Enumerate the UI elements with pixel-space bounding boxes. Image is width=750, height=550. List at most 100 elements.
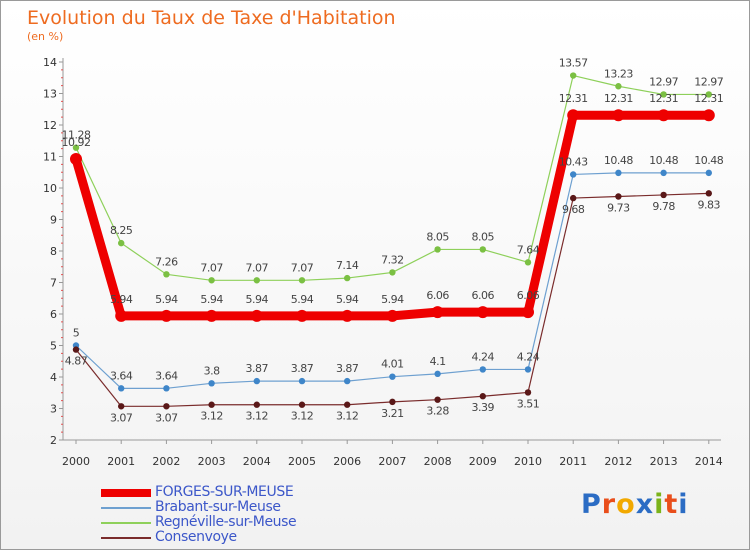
y-tick-label: 13 [43,88,57,101]
data-label-0: 5.94 [291,293,314,306]
data-label-3: 3.12 [200,410,223,423]
logo-letter: t [664,489,679,520]
data-label-2: 12.97 [694,75,723,88]
data-label-0: 5.94 [110,293,133,306]
series-point-1 [570,171,577,178]
data-label-1: 10.48 [649,154,678,167]
data-label-1: 4.24 [517,350,540,363]
series-point-1 [705,169,712,177]
series-point-3 [660,191,667,199]
series-point-2 [298,277,306,284]
logo-letter: r [601,489,617,520]
series-point-3 [479,393,486,400]
series-point-0 [612,109,625,122]
logo-letter: i [654,489,665,520]
y-tick-label: 11 [43,151,57,164]
series-point-2 [479,246,486,253]
x-tick-label: 2014 [695,455,723,468]
series-point-3 [344,401,351,408]
x-tick-label: 2003 [198,455,226,468]
series-point-1 [163,385,170,392]
data-label-0: 12.31 [694,92,723,105]
data-label-3: 4.87 [65,355,88,368]
series-point-2 [705,91,712,98]
series-point-1 [479,366,486,373]
series-point-1 [344,377,351,385]
series-point-2 [389,269,396,276]
series-point-1 [118,385,125,392]
series-point-3 [615,193,622,200]
data-label-0: 6.06 [472,289,495,302]
y-tick-label: 4 [50,371,57,384]
data-label-1: 10.43 [559,155,588,168]
legend-swatch [101,489,151,497]
data-label-2: 8.05 [426,230,449,243]
data-label-2: 7.26 [155,255,178,268]
legend-label: FORGES-SUR-MEUSE [155,484,294,500]
x-tick-label: 2013 [650,455,678,468]
data-label-1: 3.87 [291,362,314,375]
chart-axes: 2 3 4 5 6 7 8 9 10 11 12 13 14 2000 2001 2002 2003 2004 20… [43,56,723,468]
series-line-0 [71,110,714,321]
unit-label: (en %) [27,30,64,43]
data-label-1: 4.1 [430,355,446,368]
series-point-0 [70,153,82,166]
x-tick-label: 2000 [62,455,90,468]
data-label-2: 8.05 [472,230,495,243]
data-label-1: 10.48 [694,154,723,167]
data-label-3: 9.78 [652,200,675,213]
x-tick-label: 2012 [604,455,632,468]
data-label-2: 8.25 [110,224,133,237]
y-tick-label: 12 [43,119,57,132]
series-point-0 [657,109,670,122]
series-lines [71,74,714,407]
series-point-3 [524,389,532,396]
data-label-2: 7.64 [517,243,540,256]
data-label-2: 13.57 [559,57,588,70]
data-label-2: 7.32 [381,253,404,266]
series-point-0 [702,109,715,122]
logo-letter: i [678,489,689,520]
chart-title: Evolution du Taux de Taxe d'Habitation [27,7,396,29]
series-point-1 [660,169,667,177]
series-point-2 [660,91,667,98]
data-label-3: 3.28 [426,405,449,418]
series-point-2 [208,277,215,284]
data-label-0: 12.31 [604,92,633,105]
y-tick-label: 2 [50,434,57,447]
y-tick-label: 6 [50,308,57,321]
series-point-2 [72,144,80,151]
series-point-3 [705,190,712,197]
data-label-2: 7.14 [336,259,359,272]
legend-label: Brabant-sur-Meuse [155,499,281,515]
series-point-1 [524,366,532,373]
y-tick-label: 7 [50,277,57,290]
series-point-3 [389,398,396,406]
x-tick-label: 2005 [288,455,316,468]
proxiti-logo: Proxiti [581,489,689,520]
series-point-2 [434,246,441,253]
series-point-2 [253,277,260,284]
series-point-3 [72,346,80,353]
series-point-0 [522,306,534,319]
logo-letter: x [635,489,655,520]
data-label-0: 12.31 [649,92,678,105]
data-label-3: 3.21 [381,407,404,420]
data-label-0: 5.94 [200,293,223,306]
series-point-1 [615,169,622,177]
data-label-3: 3.07 [110,411,133,424]
data-label-3: 3.07 [155,411,178,424]
data-label-1: 10.48 [604,154,633,167]
series-point-2 [524,259,532,266]
x-tick-label: 2001 [107,455,135,468]
data-label-2: 7.07 [246,261,269,274]
y-tick-label: 14 [43,56,57,69]
x-tick-label: 2004 [243,455,271,468]
x-tick-label: 2011 [559,455,587,468]
series-point-0 [205,309,218,322]
legend-label: Regnéville-sur-Meuse [155,514,297,530]
logo-letter: o [616,489,636,520]
series-point-2 [615,83,622,90]
legend-swatch [101,507,151,509]
